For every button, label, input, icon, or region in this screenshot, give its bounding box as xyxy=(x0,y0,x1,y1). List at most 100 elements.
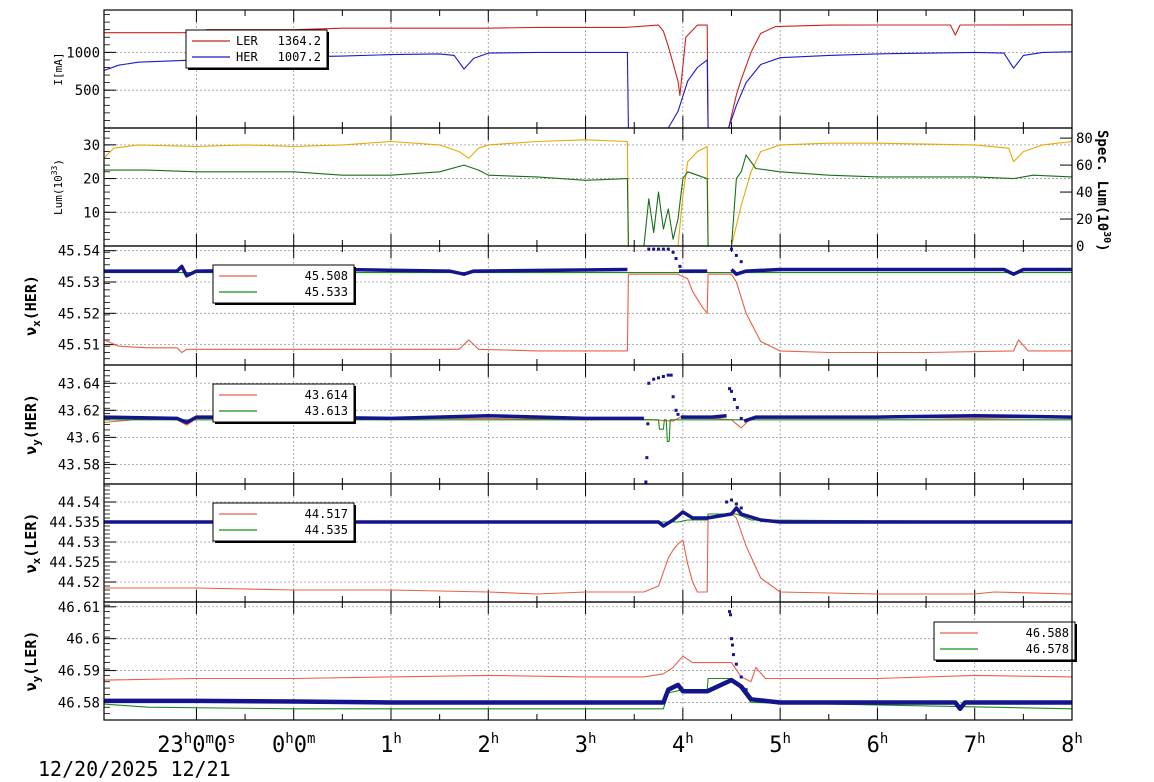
y-axis-label: νx(HER) xyxy=(22,275,43,336)
data-point xyxy=(657,376,661,380)
legend-box xyxy=(212,264,355,304)
data-point xyxy=(671,395,675,399)
legend-label: LER xyxy=(236,34,258,48)
y-axis-label: νx(LER) xyxy=(22,513,43,574)
data-point xyxy=(647,247,651,251)
data-point xyxy=(730,643,734,647)
data-point xyxy=(666,247,670,251)
legend-value: 46.578 xyxy=(1026,642,1069,656)
data-point xyxy=(734,662,738,666)
y-tick-label: 43.64 xyxy=(58,376,100,392)
data-point xyxy=(661,247,665,251)
x-tick-label: 8h xyxy=(1061,731,1083,758)
y-tick-label: 46.59 xyxy=(58,664,100,680)
y-right-axis-label: Spec. Lum(1030) xyxy=(1094,130,1112,252)
data-point xyxy=(739,260,743,264)
y-tick-label: 43.62 xyxy=(58,403,100,419)
data-point xyxy=(725,500,729,504)
data-point xyxy=(678,264,682,268)
panel-nux_ler: 44.52 44.525 44.53 44.535 44.54 νx(LER) 44.517… xyxy=(22,483,1073,603)
panel-frame xyxy=(103,364,1073,485)
legend-box xyxy=(933,621,1076,661)
series-group xyxy=(104,24,1072,128)
data-point xyxy=(739,506,743,510)
legend-box xyxy=(185,29,328,69)
y-axis-label: I[mA] xyxy=(52,52,65,85)
legend-value: 44.517 xyxy=(305,507,348,521)
y-tick-label: 10 xyxy=(83,205,100,221)
panel-nuy_her: 43.58 43.6 43.62 43.64 νy(HER) 43.614 43.613 xyxy=(22,364,1073,485)
y-tick-label: 45.53 xyxy=(58,275,100,291)
y-right-tick-label: 0 xyxy=(1076,239,1084,255)
data-point xyxy=(729,637,733,641)
y-tick-label: 1000 xyxy=(66,45,100,61)
data-point xyxy=(657,247,661,251)
x-tick-label: 7h xyxy=(964,731,986,758)
x-tick-label: 3h xyxy=(575,731,597,758)
y-tick-label: 30 xyxy=(83,138,100,154)
data-point xyxy=(729,498,733,502)
y-tick-label: 46.58 xyxy=(58,695,100,711)
series-line xyxy=(104,139,1072,246)
date-label: 12/20/2025 12/21 xyxy=(38,757,231,781)
panel-nuy_ler: 46.58 46.59 46.6 46.61 νy(LER) 46.588 46.578 xyxy=(22,600,1077,721)
y-right-tick-label: 40 xyxy=(1076,185,1093,201)
data-point xyxy=(728,610,732,614)
y-tick-label: 45.51 xyxy=(58,338,100,354)
panel-nux_her: 45.51 45.52 45.53 45.54 νx(HER) 45.508 45.533 xyxy=(22,244,1073,366)
y-tick-label: 43.6 xyxy=(66,430,100,446)
y-axis-label: νy(LER) xyxy=(22,631,43,692)
legend-box xyxy=(212,502,355,542)
y-tick-label: 44.525 xyxy=(49,555,100,571)
series-group xyxy=(104,498,1072,595)
y-axis-label: Lum(1033) xyxy=(50,159,65,215)
panel-frame xyxy=(103,245,1073,366)
y-right-tick-label: 80 xyxy=(1076,131,1093,147)
data-point xyxy=(645,456,649,460)
legend-value: 44.535 xyxy=(305,523,348,537)
x-tick-label: 6h xyxy=(867,731,889,758)
data-point xyxy=(661,374,665,378)
x-tick-label: 23h0m0s xyxy=(157,731,235,758)
x-tick-label: 1h xyxy=(380,731,402,758)
y-right-tick-label: 20 xyxy=(1076,212,1093,228)
series-line xyxy=(104,154,1072,246)
data-point xyxy=(669,373,673,377)
legend-value: 46.588 xyxy=(1026,626,1069,640)
y-axis-label: νy(HER) xyxy=(22,394,43,455)
x-tick-label: 2h xyxy=(477,731,499,758)
data-point xyxy=(732,397,736,401)
data-point xyxy=(646,422,650,426)
y-tick-label: 45.54 xyxy=(58,244,100,260)
x-tick-label: 5h xyxy=(769,731,791,758)
data-point xyxy=(744,688,748,692)
legend-value: 43.613 xyxy=(305,404,348,418)
series-line xyxy=(104,513,1072,595)
legend-label: HER xyxy=(236,50,258,64)
y-tick-label: 44.53 xyxy=(58,535,100,551)
legend-value: 45.508 xyxy=(305,269,348,283)
data-point xyxy=(674,408,678,412)
series-group xyxy=(104,610,1072,712)
legend-box xyxy=(212,383,355,423)
data-point xyxy=(729,613,733,617)
data-point xyxy=(739,416,743,420)
data-point xyxy=(734,253,738,257)
series-line xyxy=(104,506,1072,528)
y-tick-label: 46.6 xyxy=(66,632,100,648)
y-tick-label: 44.54 xyxy=(58,495,100,511)
data-point xyxy=(734,502,738,506)
x-tick-label: 4h xyxy=(672,731,694,758)
data-point xyxy=(644,480,648,484)
data-point xyxy=(666,373,670,377)
data-point xyxy=(729,247,733,251)
y-tick-label: 44.52 xyxy=(58,575,100,591)
series-line xyxy=(104,655,1072,683)
data-point xyxy=(731,653,735,657)
series-line xyxy=(104,419,1072,442)
y-tick-label: 45.52 xyxy=(58,306,100,322)
y-tick-label: 500 xyxy=(75,83,100,99)
data-point xyxy=(728,387,732,391)
